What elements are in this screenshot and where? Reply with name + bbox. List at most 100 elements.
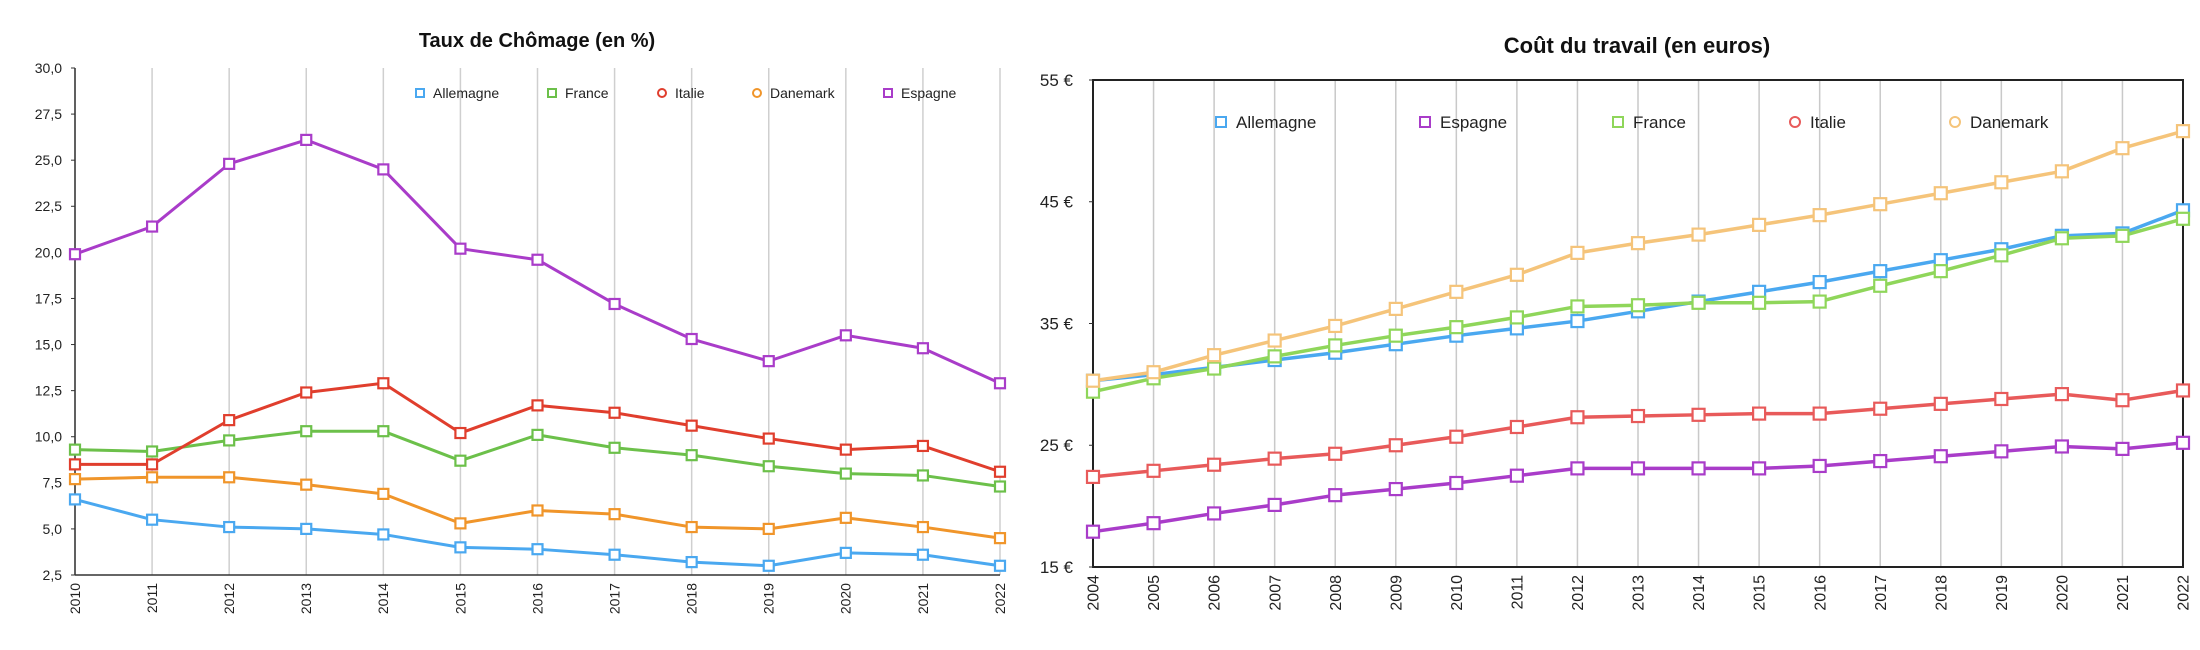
- unemployment-point-espagne: [685, 332, 698, 346]
- unemployment-point-france: [223, 434, 236, 447]
- labour-cost-x-tick-label: 2005: [1146, 575, 1163, 611]
- unemployment-legend-marker-france: [547, 88, 557, 98]
- labour-cost-x-tick-label: 2009: [1388, 575, 1405, 611]
- unemployment-point-france: [839, 467, 852, 480]
- unemployment-point-france: [916, 469, 930, 482]
- labour-cost-x-tick-label: 2012: [1570, 575, 1587, 611]
- unemployment-point-italie: [377, 377, 390, 390]
- labour-cost-point-danemark: [1085, 373, 1101, 388]
- unemployment-point-danemark: [145, 471, 159, 484]
- labour-cost-point-allemagne: [1812, 275, 1827, 290]
- labour-cost-point-allemagne: [1873, 264, 1888, 279]
- labour-cost-point-espagne: [2115, 441, 2130, 457]
- unemployment-x-tick-label: 2021: [915, 583, 931, 614]
- labour-cost-point-espagne: [2175, 435, 2191, 450]
- labour-cost-point-france: [2175, 211, 2191, 226]
- labour-cost-point-espagne: [1267, 497, 1282, 513]
- unemployment-point-danemark: [300, 478, 313, 491]
- labour-cost-point-espagne: [1933, 449, 1948, 464]
- unemployment-point-allemagne: [145, 513, 159, 526]
- labour-cost-point-italie: [1328, 446, 1343, 461]
- labour-cost-legend-label-italie: Italie: [1810, 113, 1846, 132]
- unemployment-point-italie: [223, 414, 236, 427]
- labour-cost-point-italie: [1146, 463, 1161, 478]
- labour-cost-point-danemark: [1570, 245, 1585, 260]
- labour-cost-point-danemark: [1752, 217, 1767, 232]
- labour-cost-point-italie: [1994, 391, 2009, 407]
- labour-cost-legend-label-espagne: Espagne: [1440, 113, 1507, 132]
- labour-cost-y-tick-label: 45 €: [1040, 193, 1074, 212]
- unemployment-point-allemagne: [839, 546, 852, 559]
- labour-cost-point-espagne: [1570, 461, 1585, 476]
- unemployment-point-allemagne: [223, 520, 236, 534]
- unemployment-series: [68, 133, 1007, 572]
- unemployment-y-tick-label: 30,0: [35, 60, 62, 76]
- unemployment-point-italie: [608, 406, 621, 419]
- labour-cost-x-tick-label: 2020: [2054, 575, 2071, 611]
- unemployment-x-tick-label: 2011: [144, 583, 160, 613]
- unemployment-legend: Allemagne France Italie Danemark Espagne: [415, 85, 956, 101]
- unemployment-grid: [74, 68, 1001, 575]
- labour-cost-point-danemark: [1691, 227, 1706, 242]
- labour-cost-x-tick-label: 2014: [1691, 575, 1708, 611]
- labour-cost-point-espagne: [1328, 488, 1343, 503]
- labour-cost-point-france: [2115, 228, 2130, 243]
- labour-cost-point-danemark: [1630, 236, 1646, 251]
- unemployment-point-italie: [531, 399, 544, 412]
- unemployment-point-danemark: [608, 508, 621, 521]
- labour-cost-x-tick-label: 2006: [1207, 575, 1224, 611]
- unemployment-point-allemagne: [916, 548, 930, 561]
- labour-cost-legend-marker-espagne: [1419, 116, 1431, 128]
- unemployment-x-tick-label: 2010: [67, 583, 83, 614]
- labour-cost-point-danemark: [2175, 124, 2191, 139]
- unemployment-point-italie: [762, 432, 775, 445]
- labour-cost-point-italie: [1691, 407, 1706, 422]
- labour-cost-point-espagne: [1146, 516, 1161, 531]
- unemployment-legend-label-espagne: Espagne: [901, 85, 956, 101]
- labour-cost-point-italie: [1873, 401, 1888, 416]
- labour-cost-point-espagne: [1388, 481, 1403, 497]
- labour-cost-x-tick-label: 2010: [1449, 575, 1466, 611]
- unemployment-point-france: [531, 428, 544, 441]
- labour-cost-point-espagne: [1630, 461, 1646, 476]
- unemployment-legend-label-danemark: Danemark: [770, 85, 836, 101]
- labour-cost-point-danemark: [1388, 301, 1403, 316]
- unemployment-x-tick-label: 2020: [838, 583, 854, 614]
- labour-cost-x-tick-label: 2008: [1328, 575, 1345, 611]
- unemployment-x-tick-label: 2017: [606, 583, 622, 614]
- unemployment-point-espagne: [145, 220, 159, 233]
- labour-cost-x-tick-label: 2013: [1631, 575, 1648, 611]
- unemployment-point-espagne: [916, 342, 930, 355]
- unemployment-point-italie: [454, 426, 467, 440]
- unemployment-point-allemagne: [993, 559, 1007, 572]
- labour-cost-x-tick-label: 2004: [1086, 575, 1103, 611]
- unemployment-axes: [74, 68, 1000, 576]
- labour-cost-point-espagne: [1873, 453, 1888, 469]
- labour-cost-y-tick-label: 55 €: [1040, 71, 1074, 90]
- labour-cost-point-espagne: [1509, 468, 1524, 483]
- labour-cost-point-espagne: [1085, 524, 1101, 539]
- labour-cost-point-espagne: [1994, 444, 2009, 459]
- labour-cost-legend-label-allemagne: Allemagne: [1236, 113, 1316, 132]
- unemployment-point-france: [993, 480, 1007, 493]
- unemployment-point-danemark: [454, 517, 467, 530]
- unemployment-y-tick-label: 17,5: [35, 290, 62, 306]
- labour-cost-x-tick-label: 2022: [2176, 575, 2193, 611]
- unemployment-point-espagne: [839, 329, 852, 342]
- labour-cost-point-france: [1267, 349, 1282, 364]
- unemployment-x-tick-label: 2012: [221, 583, 237, 614]
- labour-cost-point-italie: [1570, 410, 1585, 425]
- unemployment-legend-label-france: France: [565, 85, 609, 101]
- unemployment-legend-marker-italie: [657, 88, 667, 98]
- labour-cost-point-danemark: [1509, 267, 1524, 282]
- labour-cost-point-danemark: [2115, 141, 2130, 156]
- unemployment-point-italie: [993, 465, 1007, 478]
- unemployment-point-italie: [68, 458, 82, 471]
- labour-cost-point-france: [1933, 264, 1948, 279]
- unemployment-y-tick-label: 10,0: [35, 429, 62, 445]
- unemployment-chart-title: Taux de Chômage (en %): [419, 30, 655, 52]
- unemployment-point-espagne: [377, 163, 390, 176]
- labour-cost-point-danemark: [1933, 186, 1948, 201]
- unemployment-point-allemagne: [68, 493, 82, 506]
- unemployment-point-danemark: [993, 532, 1007, 545]
